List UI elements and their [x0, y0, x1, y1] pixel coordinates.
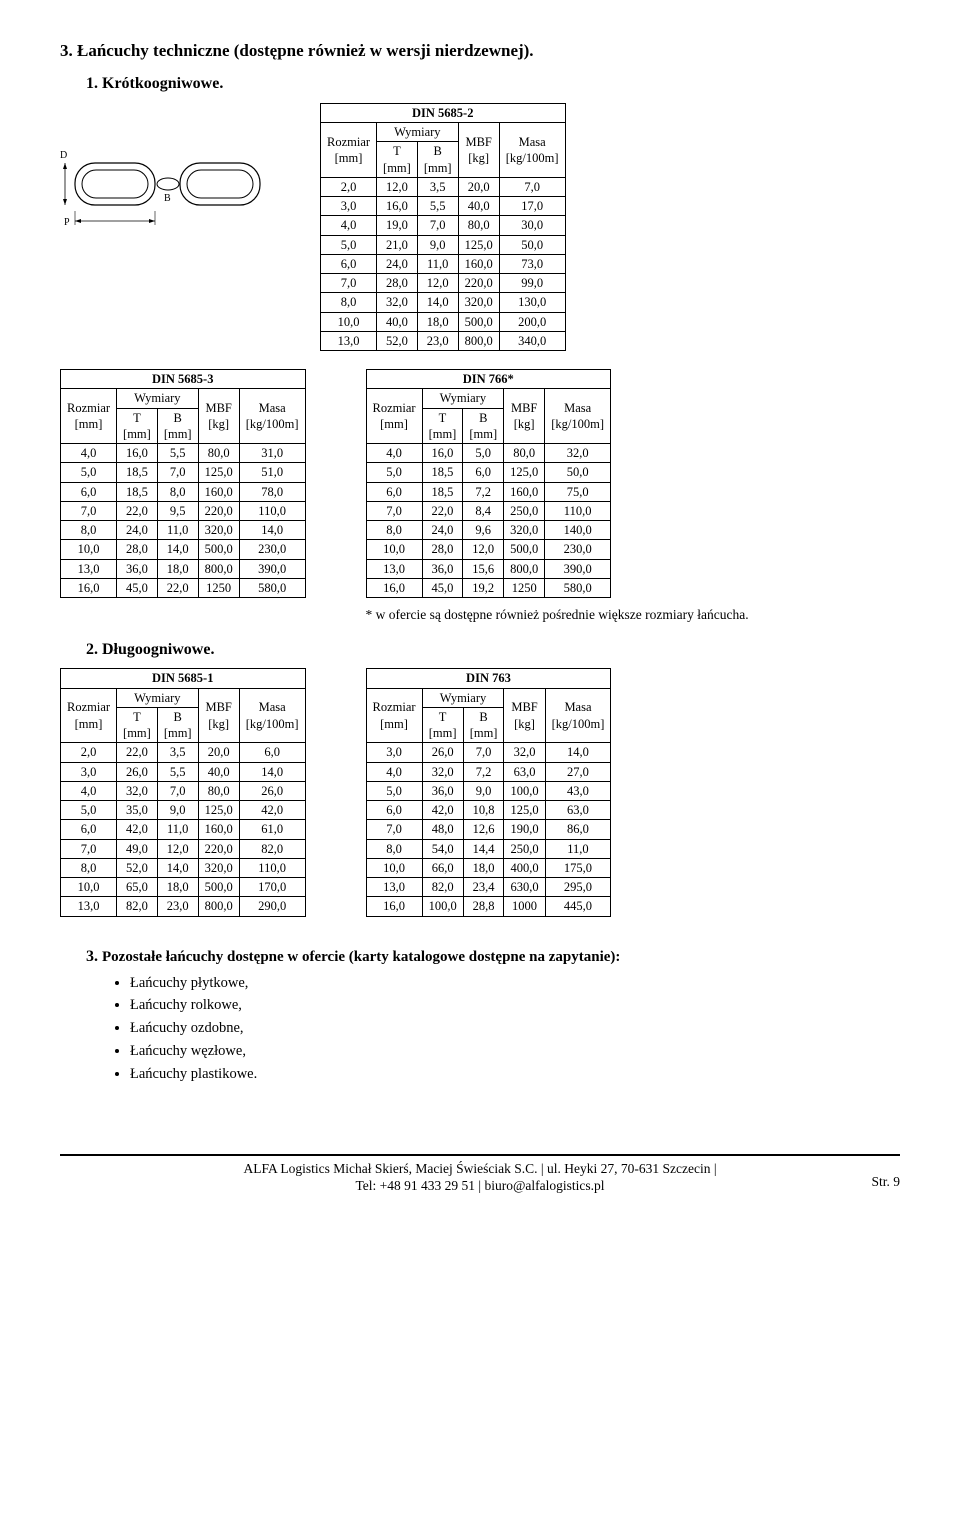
table-row: 10,065,018,0500,0170,0 [61, 878, 306, 897]
page-footer: ALFA Logistics Michał Skierś, Maciej Świ… [60, 1154, 900, 1195]
table-din763: DIN 763 Rozmiar[mm] Wymiary MBF[kg] Masa… [366, 668, 612, 916]
table-row: 8,032,014,0320,0130,0 [321, 293, 566, 312]
note-text: * w ofercie są dostępne również pośredni… [366, 606, 749, 624]
table-row: 6,018,58,0160,078,0 [61, 482, 306, 501]
table-row: 16,045,019,21250580,0 [366, 578, 611, 597]
list-item: Łańcuchy plastikowe. [130, 1065, 900, 1084]
table-row: 2,022,03,520,06,0 [61, 743, 306, 762]
footer-line-2: Tel: +48 91 433 29 51 | biuro@alfalogist… [355, 1177, 604, 1195]
table-row: 5,018,56,0125,050,0 [366, 463, 611, 482]
table-row: 13,082,023,0800,0290,0 [61, 897, 306, 916]
table-row: 7,028,012,0220,099,0 [321, 274, 566, 293]
table-row: 8,054,014,4250,011,0 [366, 839, 611, 858]
table-row: 3,026,07,032,014,0 [366, 743, 611, 762]
table-row: 7,022,09,5220,0110,0 [61, 501, 306, 520]
sub-heading-1: 1. Krótkoogniwowe. [86, 74, 900, 95]
table-row: 7,048,012,6190,086,0 [366, 820, 611, 839]
chain-list: Łańcuchy płytkowe, Łańcuchy rolkowe, Łańcu… [130, 974, 900, 1084]
sub2-text: Długoogniwowe. [102, 641, 214, 658]
table-row: 10,028,012,0500,0230,0 [366, 540, 611, 559]
sub3-num: 3. [86, 948, 98, 965]
table-row: 8,024,09,6320,0140,0 [366, 521, 611, 540]
table-row: 4,019,07,080,030,0 [321, 216, 566, 235]
table-row: 7,022,08,4250,0110,0 [366, 501, 611, 520]
page-number: Str. 9 [871, 1173, 900, 1191]
table-row: 5,035,09,0125,042,0 [61, 801, 306, 820]
first-section: D B P DIN 5685-2 Rozmiar[mm] Wymiary MBF… [60, 103, 900, 351]
diagram-label-p: P [64, 217, 70, 228]
table-row: 3,026,05,540,014,0 [61, 762, 306, 781]
list-item: Łańcuchy rolkowe, [130, 996, 900, 1015]
sub2-num: 2. [86, 641, 98, 658]
table-row: 6,018,57,2160,075,0 [366, 482, 611, 501]
table-row: 4,016,05,580,031,0 [61, 444, 306, 463]
table-row: 16,045,022,01250580,0 [61, 578, 306, 597]
table-row: 5,021,09,0125,050,0 [321, 235, 566, 254]
list-item: Łańcuchy węzłowe, [130, 1042, 900, 1061]
table-row: 13,036,015,6800,0390,0 [366, 559, 611, 578]
table-row: 6,042,011,0160,061,0 [61, 820, 306, 839]
table-row: 8,024,011,0320,014,0 [61, 521, 306, 540]
sub3-text: Pozostałe łańcuchy dostępne w ofercie (k… [102, 949, 620, 965]
sub-heading-2: 2.Długoogniwowe. [86, 640, 900, 661]
table-row: 4,016,05,080,032,0 [366, 444, 611, 463]
table-row: 13,036,018,0800,0390,0 [61, 559, 306, 578]
row-tables-short: DIN 5685-3 Rozmiar[mm] Wymiary MBF[kg] M… [60, 369, 900, 626]
main-heading: 3. Łańcuchy techniczne (dostępne również… [60, 40, 900, 62]
table-row: 13,082,023,4630,0295,0 [366, 878, 611, 897]
table-din5685-2: DIN 5685-2 Rozmiar[mm] Wymiary MBF[kg] M… [320, 103, 566, 351]
diagram-label-d: D [60, 150, 67, 161]
list-item: Łańcuchy ozdobne, [130, 1019, 900, 1038]
table-din766: DIN 766* Rozmiar[mm] Wymiary MBF[kg] Mas… [366, 369, 612, 598]
chain-diagram: D B P [60, 133, 280, 243]
table-row: 8,052,014,0320,0110,0 [61, 858, 306, 877]
sub-heading-3-wrap: 3.Pozostałe łańcuchy dostępne w ofercie … [86, 947, 900, 968]
table-row: 3,016,05,540,017,0 [321, 197, 566, 216]
table-row: 16,0100,028,81000445,0 [366, 897, 611, 916]
table-din5685-3: DIN 5685-3 Rozmiar[mm] Wymiary MBF[kg] M… [60, 369, 306, 598]
table-row: 4,032,07,080,026,0 [61, 781, 306, 800]
table-row: 10,066,018,0400,0175,0 [366, 858, 611, 877]
table-row: 6,042,010,8125,063,0 [366, 801, 611, 820]
table-din5685-1: DIN 5685-1 Rozmiar[mm] Wymiary MBF[kg] M… [60, 668, 306, 916]
footer-line-1: ALFA Logistics Michał Skierś, Maciej Świ… [60, 1160, 900, 1178]
table-row: 7,049,012,0220,082,0 [61, 839, 306, 858]
table-row: 6,024,011,0160,073,0 [321, 254, 566, 273]
row-tables-long: DIN 5685-1 Rozmiar[mm] Wymiary MBF[kg] M… [60, 668, 900, 916]
table-row: 13,052,023,0800,0340,0 [321, 331, 566, 350]
table-row: 5,036,09,0100,043,0 [366, 781, 611, 800]
table-row: 2,012,03,520,07,0 [321, 177, 566, 196]
diagram-label-b: B [164, 193, 171, 204]
table-row: 4,032,07,263,027,0 [366, 762, 611, 781]
list-item: Łańcuchy płytkowe, [130, 974, 900, 993]
table-row: 5,018,57,0125,051,0 [61, 463, 306, 482]
table-row: 10,028,014,0500,0230,0 [61, 540, 306, 559]
table-row: 10,040,018,0500,0200,0 [321, 312, 566, 331]
